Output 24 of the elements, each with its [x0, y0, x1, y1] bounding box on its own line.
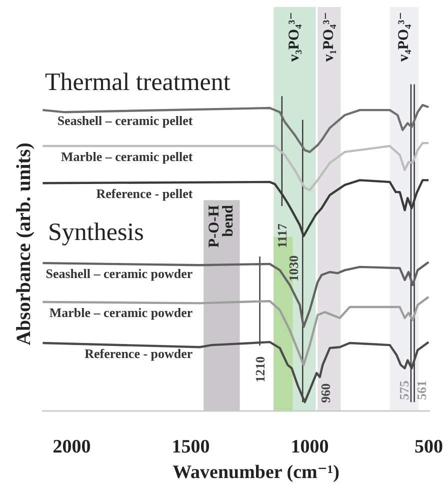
ref-line-label: 575: [396, 380, 412, 400]
band-label: P-O-H bend: [206, 204, 237, 248]
series-label: Seashell – ceramic pellet: [57, 113, 194, 128]
x-tick-label: 500: [414, 436, 444, 458]
annotation: Synthesis: [48, 219, 144, 246]
series-label: Reference - powder: [84, 346, 193, 361]
series-label: Reference - pellet: [96, 186, 194, 202]
ref-line-label: 1030: [286, 255, 302, 282]
ref-line-label: 1210: [252, 356, 268, 382]
ref-line-label: 1117: [274, 222, 290, 248]
x-tick-label: 1000: [290, 436, 329, 458]
series-label: Marble – ceramic pellet: [60, 149, 194, 164]
band-label: v₃PO₄³⁻: [286, 12, 303, 62]
band-label: v₄PO₄³⁻: [396, 12, 412, 62]
series-label: Marble – ceramic powder: [49, 304, 193, 320]
x-axis-title: Wavenumber (cm⁻¹): [172, 462, 340, 483]
text: Thermal treatment: [45, 69, 230, 96]
y-axis-title: Absorbance (arb. units): [13, 142, 35, 346]
ref-line-label: 561: [414, 380, 429, 400]
annotation: 960: [318, 383, 333, 403]
series-label: Seashell – ceramic powder: [46, 266, 193, 282]
x-tick-label: 2000: [52, 436, 91, 458]
band-label: v₁PO₄³⁻: [321, 12, 338, 62]
x-tick-label: 1500: [172, 436, 210, 458]
